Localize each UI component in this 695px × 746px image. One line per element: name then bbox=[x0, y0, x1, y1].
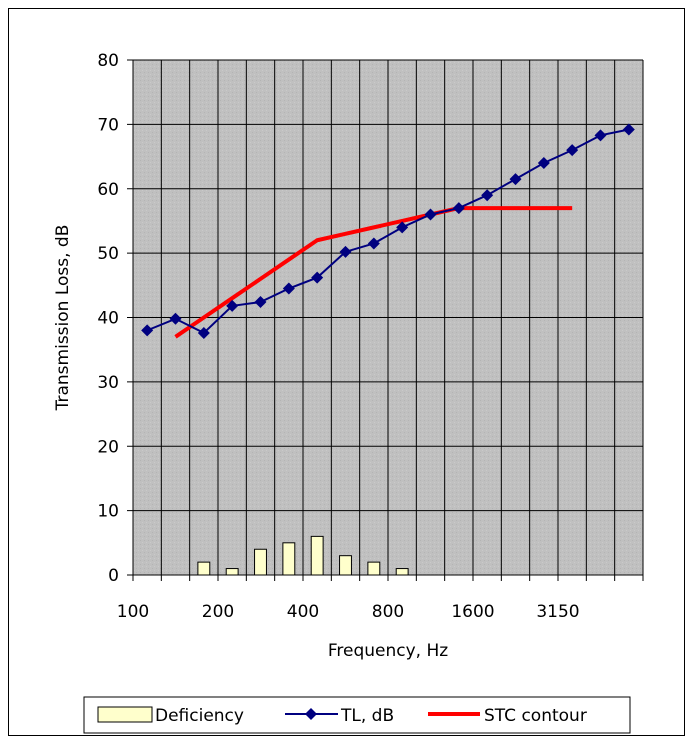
deficiency-bar bbox=[197, 561, 211, 576]
tl-point bbox=[566, 144, 579, 157]
deficiency-bar bbox=[367, 561, 381, 576]
tl-point bbox=[367, 237, 380, 250]
deficiency-bar bbox=[395, 568, 409, 576]
x-tick-label: 100 bbox=[117, 602, 149, 622]
deficiency-bar bbox=[310, 535, 324, 576]
y-axis-title: Transmission Loss, dB bbox=[53, 225, 73, 412]
tl-point bbox=[481, 189, 494, 202]
y-tick-label: 30 bbox=[97, 373, 119, 393]
y-tick-label: 10 bbox=[97, 502, 119, 522]
tl-point bbox=[509, 173, 522, 186]
tl-point bbox=[141, 324, 154, 337]
tl-point bbox=[537, 157, 550, 169]
x-tick-label: 200 bbox=[202, 602, 234, 622]
legend: Deficiency TL, dB STC contour bbox=[83, 696, 631, 734]
y-tick-label: 70 bbox=[97, 115, 119, 135]
deficiency-bar bbox=[225, 568, 239, 576]
tl-point bbox=[339, 245, 352, 258]
legend-box bbox=[83, 696, 631, 734]
tl-point bbox=[311, 271, 324, 284]
y-tick-label: 60 bbox=[97, 180, 119, 200]
tl-point bbox=[282, 282, 295, 295]
deficiency-bar bbox=[282, 542, 296, 576]
legend-stc-label: STC contour bbox=[484, 706, 587, 726]
x-axis-title: Frequency, Hz bbox=[328, 641, 448, 661]
y-tick-label: 40 bbox=[97, 309, 119, 329]
tl-point bbox=[226, 299, 239, 312]
tl-point bbox=[622, 123, 635, 136]
tl-point bbox=[169, 312, 182, 325]
y-tick-label: 80 bbox=[97, 51, 119, 71]
x-tick-label: 800 bbox=[372, 602, 404, 622]
tl-point bbox=[452, 202, 465, 215]
x-tick-label: 3150 bbox=[536, 602, 579, 622]
x-tick-label: 1600 bbox=[451, 602, 494, 622]
x-tick-label: 400 bbox=[287, 602, 319, 622]
tl-point bbox=[396, 221, 409, 234]
stc-contour-line bbox=[174, 206, 573, 339]
legend-tl-label: TL, dB bbox=[340, 706, 394, 726]
legend-deficiency-label: Deficiency bbox=[155, 706, 244, 726]
legend-tl-marker bbox=[305, 708, 317, 720]
deficiency-bar bbox=[254, 548, 267, 576]
tl-point bbox=[197, 326, 210, 339]
y-tick-label: 0 bbox=[108, 566, 119, 586]
legend-deficiency-swatch bbox=[97, 706, 153, 723]
tl-line bbox=[146, 128, 630, 335]
tl-point bbox=[594, 129, 607, 142]
tl-point bbox=[424, 208, 437, 221]
deficiency-bar bbox=[339, 555, 352, 576]
y-tick-label: 50 bbox=[97, 244, 119, 264]
tl-point bbox=[254, 296, 267, 309]
y-tick-label: 20 bbox=[97, 437, 119, 457]
